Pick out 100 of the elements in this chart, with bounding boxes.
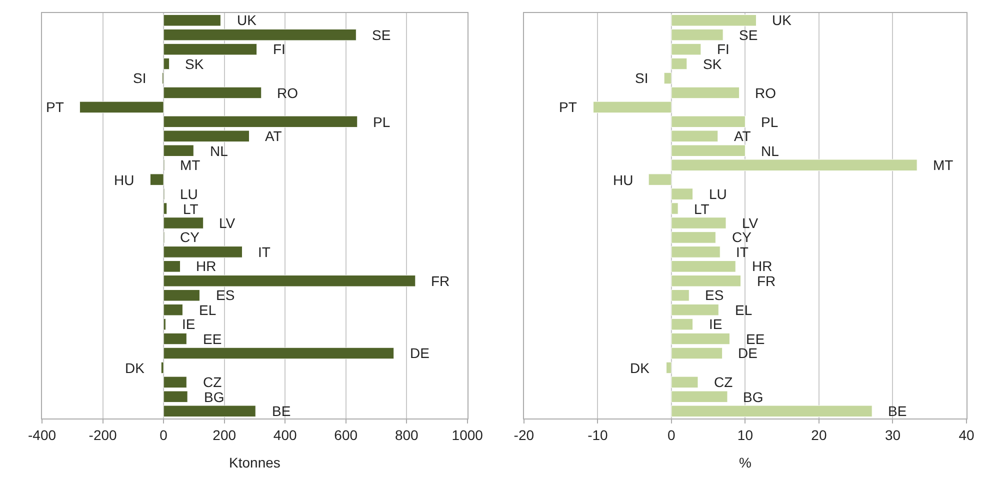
- category-label: CY: [180, 229, 200, 245]
- x-tick-label: 0: [668, 427, 676, 444]
- bar: [79, 101, 164, 114]
- bar: [671, 217, 726, 229]
- bar: [163, 274, 416, 287]
- category-label: NL: [761, 143, 779, 159]
- bar: [671, 86, 740, 99]
- category-label: PT: [46, 99, 64, 115]
- bar: [163, 390, 188, 403]
- category-label: LV: [219, 215, 236, 231]
- category-label: IT: [736, 244, 748, 260]
- bar: [163, 318, 166, 330]
- bar: [671, 289, 690, 302]
- category-label: CZ: [714, 374, 733, 390]
- bar: [671, 376, 698, 388]
- category-label: AT: [265, 128, 282, 144]
- category-label: LU: [180, 186, 198, 202]
- bar: [671, 58, 688, 70]
- category-label: SE: [739, 27, 758, 43]
- category-label: UK: [772, 12, 792, 28]
- category-label: AT: [734, 128, 751, 144]
- bar: [163, 217, 204, 229]
- bar: [163, 86, 262, 99]
- bar: [163, 260, 181, 272]
- x-tick-label: 0: [160, 427, 168, 444]
- bar: [671, 144, 746, 157]
- bar: [671, 318, 694, 330]
- category-label: IE: [182, 316, 196, 332]
- category-label: EE: [746, 331, 765, 347]
- bar: [593, 101, 672, 114]
- bar: [163, 376, 187, 388]
- x-tick-label: 20: [811, 427, 827, 444]
- bar: [150, 174, 164, 186]
- category-label: DE: [410, 345, 430, 361]
- category-label: EE: [203, 331, 222, 347]
- x-tick-label: 1000: [452, 427, 484, 444]
- category-label: UK: [237, 12, 256, 28]
- bar: [163, 144, 194, 157]
- category-label: DK: [125, 360, 144, 376]
- x-tick-label: 10: [737, 427, 754, 444]
- category-label: DE: [738, 345, 758, 361]
- bar: [666, 362, 672, 374]
- bar: [671, 390, 728, 403]
- category-label: IT: [258, 244, 270, 260]
- x-tick-label: 30: [884, 427, 901, 444]
- category-label: HU: [114, 172, 134, 188]
- category-label: HR: [752, 258, 772, 274]
- bar: [163, 116, 358, 128]
- x-tick-label: -20: [514, 427, 534, 444]
- x-tick-label: 600: [334, 427, 358, 444]
- category-label: SI: [133, 70, 146, 86]
- bar: [671, 188, 694, 200]
- category-label: BG: [204, 389, 224, 405]
- bar: [671, 246, 720, 258]
- x-tick-label: -200: [88, 427, 118, 444]
- bar: [671, 405, 872, 418]
- bar: [671, 274, 742, 287]
- bar: [671, 232, 716, 244]
- bar: [671, 14, 757, 26]
- bar: [671, 130, 718, 142]
- category-label: DK: [630, 360, 650, 376]
- bar: [163, 332, 187, 345]
- category-label: BG: [743, 389, 764, 405]
- bar: [163, 304, 183, 316]
- category-label: RO: [277, 85, 298, 101]
- category-label: CY: [732, 229, 752, 245]
- category-label: NL: [210, 143, 228, 159]
- x-tick-label: -400: [28, 427, 56, 444]
- category-label: CZ: [203, 374, 222, 390]
- x-tick-label: 800: [394, 427, 419, 444]
- category-label: EL: [735, 302, 752, 318]
- category-label: MT: [180, 157, 200, 173]
- bar: [648, 174, 672, 186]
- bar: [671, 260, 736, 272]
- category-label: FI: [717, 41, 730, 57]
- bar: [163, 58, 170, 70]
- bar: [671, 347, 723, 360]
- category-label: LV: [742, 215, 758, 231]
- category-label: BE: [272, 403, 291, 419]
- bar: [671, 116, 746, 128]
- x-tick-label: 400: [273, 427, 297, 444]
- category-label: FR: [757, 273, 776, 289]
- bar: [671, 43, 702, 56]
- bar: [160, 362, 164, 374]
- bar: [671, 28, 724, 41]
- category-label: SE: [372, 27, 391, 43]
- bar: [163, 405, 256, 418]
- category-label: LU: [709, 186, 727, 202]
- category-label: RO: [755, 85, 776, 101]
- bar: [664, 72, 672, 84]
- category-label: IE: [709, 316, 722, 332]
- x-axis-title: Ktonnes: [229, 454, 280, 470]
- category-label: BE: [888, 403, 907, 419]
- bar: [163, 202, 168, 214]
- category-label: ES: [705, 287, 724, 303]
- category-label: SK: [185, 56, 204, 72]
- bar: [671, 304, 719, 316]
- category-label: LT: [694, 201, 710, 217]
- bar: [671, 159, 918, 171]
- category-label: ES: [216, 287, 235, 303]
